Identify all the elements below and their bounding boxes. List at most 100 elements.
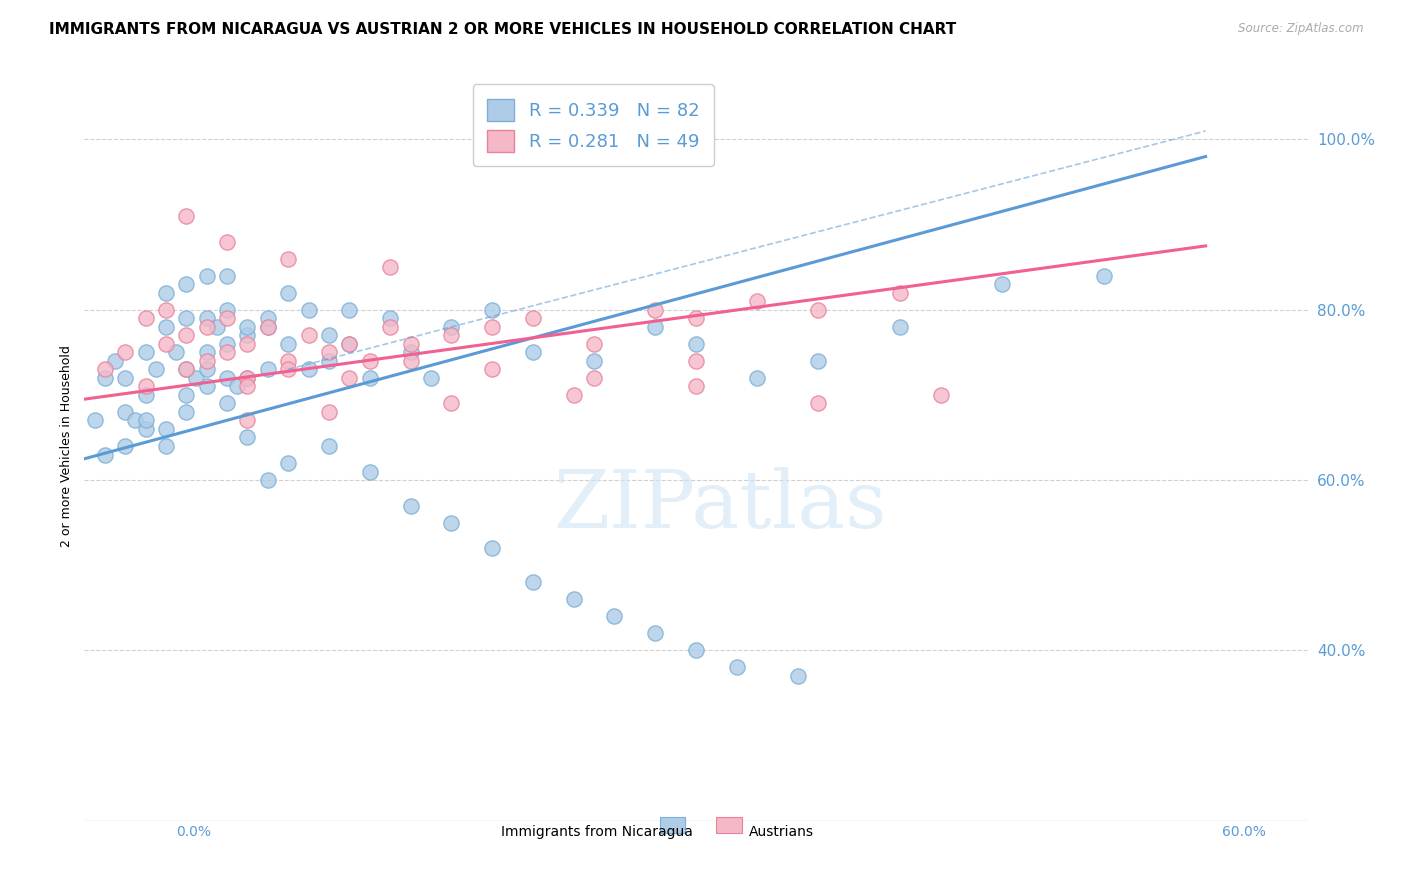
Point bbox=[135, 422, 157, 436]
Point bbox=[176, 277, 198, 292]
Point bbox=[195, 319, 218, 334]
Text: ZIPatlas: ZIPatlas bbox=[554, 467, 887, 545]
Y-axis label: 2 or more Vehicles in Household: 2 or more Vehicles in Household bbox=[60, 345, 73, 547]
Point bbox=[217, 345, 239, 359]
Point bbox=[889, 319, 911, 334]
Point bbox=[929, 388, 952, 402]
Point bbox=[155, 336, 177, 351]
Point bbox=[298, 302, 321, 317]
Point bbox=[807, 396, 830, 410]
Point bbox=[522, 311, 544, 326]
Point bbox=[380, 319, 402, 334]
Point bbox=[339, 371, 361, 385]
Point bbox=[889, 285, 911, 300]
Point bbox=[318, 345, 340, 359]
Point bbox=[481, 541, 503, 556]
Point bbox=[583, 371, 606, 385]
Point bbox=[236, 371, 259, 385]
Point bbox=[114, 345, 136, 359]
Point bbox=[481, 302, 503, 317]
Point bbox=[440, 328, 463, 343]
Point bbox=[644, 319, 666, 334]
Point bbox=[522, 575, 544, 590]
Point bbox=[236, 430, 259, 444]
Point bbox=[257, 311, 280, 326]
Point bbox=[481, 319, 503, 334]
Point bbox=[217, 302, 239, 317]
Point bbox=[562, 388, 585, 402]
Point bbox=[176, 388, 198, 402]
Point bbox=[685, 311, 707, 326]
Point bbox=[277, 456, 299, 470]
Point bbox=[440, 516, 463, 530]
Point bbox=[685, 336, 707, 351]
Point bbox=[236, 371, 259, 385]
Point bbox=[747, 371, 769, 385]
Point bbox=[359, 354, 381, 368]
Point bbox=[399, 345, 422, 359]
Point bbox=[257, 319, 280, 334]
Point bbox=[583, 354, 606, 368]
Point bbox=[603, 609, 626, 624]
Point bbox=[205, 319, 228, 334]
Point bbox=[135, 413, 157, 427]
Point bbox=[277, 336, 299, 351]
Point bbox=[318, 439, 340, 453]
Point bbox=[114, 371, 136, 385]
Text: Austrians: Austrians bbox=[748, 825, 814, 839]
Point bbox=[93, 448, 117, 462]
Point bbox=[186, 371, 208, 385]
Point bbox=[399, 499, 422, 513]
FancyBboxPatch shape bbox=[716, 817, 742, 833]
Point bbox=[685, 643, 707, 657]
Point bbox=[339, 302, 361, 317]
Point bbox=[399, 354, 422, 368]
Point bbox=[176, 405, 198, 419]
Point bbox=[195, 379, 218, 393]
Point bbox=[807, 354, 830, 368]
Point bbox=[135, 311, 157, 326]
Point bbox=[124, 413, 146, 427]
Point bbox=[93, 371, 117, 385]
Point bbox=[522, 345, 544, 359]
Point bbox=[318, 405, 340, 419]
Point bbox=[226, 379, 249, 393]
Point bbox=[440, 396, 463, 410]
Text: Source: ZipAtlas.com: Source: ZipAtlas.com bbox=[1239, 22, 1364, 36]
Point bbox=[277, 252, 299, 266]
Point bbox=[399, 336, 422, 351]
Point bbox=[195, 311, 218, 326]
Point bbox=[176, 311, 198, 326]
Point bbox=[217, 336, 239, 351]
Point bbox=[217, 268, 239, 283]
Point bbox=[176, 362, 198, 376]
Point bbox=[440, 319, 463, 334]
Point bbox=[114, 439, 136, 453]
Point bbox=[195, 362, 218, 376]
Point bbox=[195, 354, 218, 368]
Point bbox=[380, 260, 402, 275]
Point bbox=[359, 371, 381, 385]
Point bbox=[298, 362, 321, 376]
Point bbox=[747, 294, 769, 309]
Point bbox=[155, 285, 177, 300]
Text: Immigrants from Nicaragua: Immigrants from Nicaragua bbox=[501, 825, 692, 839]
Point bbox=[380, 311, 402, 326]
Point bbox=[420, 371, 443, 385]
Point bbox=[277, 285, 299, 300]
Point bbox=[176, 328, 198, 343]
Point bbox=[176, 362, 198, 376]
Point bbox=[236, 379, 259, 393]
Text: IMMIGRANTS FROM NICARAGUA VS AUSTRIAN 2 OR MORE VEHICLES IN HOUSEHOLD CORRELATIO: IMMIGRANTS FROM NICARAGUA VS AUSTRIAN 2 … bbox=[49, 22, 956, 37]
Point bbox=[236, 336, 259, 351]
Point bbox=[644, 626, 666, 640]
Point bbox=[583, 336, 606, 351]
Point bbox=[236, 319, 259, 334]
Point bbox=[236, 413, 259, 427]
Point bbox=[257, 362, 280, 376]
Point bbox=[195, 345, 218, 359]
Legend: R = 0.339   N = 82, R = 0.281   N = 49: R = 0.339 N = 82, R = 0.281 N = 49 bbox=[472, 84, 714, 166]
Point bbox=[135, 345, 157, 359]
Point bbox=[277, 354, 299, 368]
Point bbox=[236, 328, 259, 343]
